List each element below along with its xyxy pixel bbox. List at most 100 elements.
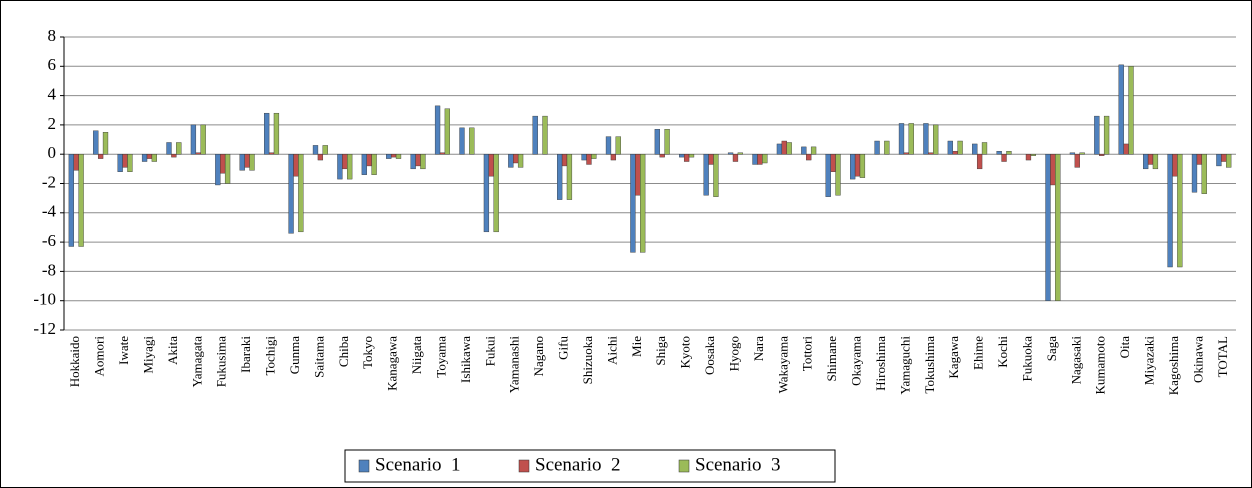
bar	[996, 151, 1002, 155]
bar	[361, 153, 367, 175]
bar	[591, 153, 597, 159]
bar	[903, 152, 910, 155]
bar	[1099, 153, 1105, 156]
bar	[557, 153, 563, 200]
x-tick-label: Fukui	[482, 336, 497, 367]
bar	[78, 153, 84, 247]
bar	[200, 124, 206, 155]
bar	[908, 123, 914, 155]
bar	[830, 153, 836, 172]
legend-label: Scenario 3	[695, 454, 780, 475]
bar	[288, 153, 294, 234]
bar	[517, 153, 524, 168]
legend-swatch	[358, 459, 370, 473]
x-tick-label: Kochi	[995, 336, 1010, 368]
bar	[635, 153, 641, 196]
bar	[732, 153, 739, 162]
bar	[835, 153, 841, 196]
bar	[1055, 153, 1061, 301]
x-tick-label: Oosaka	[702, 336, 717, 375]
bar	[683, 153, 690, 162]
y-tick-label: 8	[48, 26, 57, 45]
bar	[146, 153, 153, 159]
x-tick-label: Ishikawa	[458, 336, 473, 383]
bar	[981, 142, 988, 155]
bar	[586, 153, 592, 165]
bar	[854, 153, 861, 177]
bar	[371, 153, 377, 175]
bar	[1045, 153, 1051, 301]
bar	[224, 153, 231, 184]
bar	[825, 153, 831, 197]
x-tick-label: Iwate	[116, 336, 131, 365]
bar	[1074, 153, 1080, 168]
bar	[469, 127, 475, 155]
bar	[249, 153, 255, 171]
bar	[293, 153, 299, 177]
x-tick-label: Kumamoto	[1093, 336, 1108, 395]
bar	[127, 153, 133, 172]
x-tick-label: Kagoshima	[1166, 336, 1181, 395]
x-tick-label: Tokyo	[360, 336, 375, 369]
bar	[337, 153, 343, 180]
bar	[122, 153, 128, 168]
bar	[566, 153, 573, 200]
x-tick-label: Saga	[1044, 336, 1059, 362]
bar	[220, 153, 226, 174]
bar	[395, 153, 402, 159]
bar	[1128, 66, 1134, 155]
y-tick-label: -10	[33, 290, 56, 309]
x-tick-label: Okinawa	[1190, 336, 1205, 383]
bar	[68, 153, 74, 247]
bar	[176, 142, 182, 155]
bar	[268, 152, 275, 155]
bar	[688, 153, 695, 158]
bar	[762, 153, 768, 164]
x-tick-label: Kanagawa	[385, 336, 400, 391]
bar	[342, 153, 348, 170]
bar	[859, 153, 866, 178]
bar	[513, 153, 519, 164]
bar	[713, 153, 719, 197]
bar	[786, 142, 792, 155]
x-tick-label: Miyagi	[140, 336, 155, 374]
x-tick-label: Yamaguchi	[897, 336, 912, 395]
bar	[605, 136, 612, 155]
bar	[1025, 153, 1032, 161]
legend-box	[344, 449, 836, 483]
bar	[659, 153, 665, 158]
bar	[322, 145, 328, 155]
bar	[1172, 153, 1178, 177]
y-tick-label: 0	[48, 143, 57, 162]
x-tick-label: Tochigi	[263, 336, 278, 376]
bar	[737, 152, 743, 155]
bar	[151, 153, 157, 162]
legend-swatch	[518, 459, 530, 473]
bar	[1201, 153, 1207, 194]
bar	[664, 129, 670, 155]
x-tick-label: Nara	[751, 336, 766, 361]
bar	[93, 130, 99, 155]
bar	[239, 153, 245, 171]
bar	[542, 115, 548, 155]
y-tick-label: 6	[48, 55, 57, 74]
bar	[630, 153, 636, 253]
bar	[727, 152, 734, 155]
bar	[703, 153, 709, 196]
x-tick-label: Shimane	[824, 336, 839, 382]
bar	[801, 146, 807, 155]
x-tick-label: Hyogo	[726, 336, 741, 371]
bar	[483, 153, 490, 233]
bar	[928, 152, 934, 155]
bar	[976, 153, 983, 170]
bar	[439, 152, 446, 155]
bar	[532, 115, 538, 155]
x-tick-label: Shiga	[653, 336, 668, 366]
x-tick-label: Ehime	[971, 336, 986, 370]
bar	[264, 112, 270, 155]
bar	[434, 105, 441, 155]
bar	[850, 153, 856, 180]
bar	[752, 153, 758, 165]
bar	[195, 152, 201, 155]
